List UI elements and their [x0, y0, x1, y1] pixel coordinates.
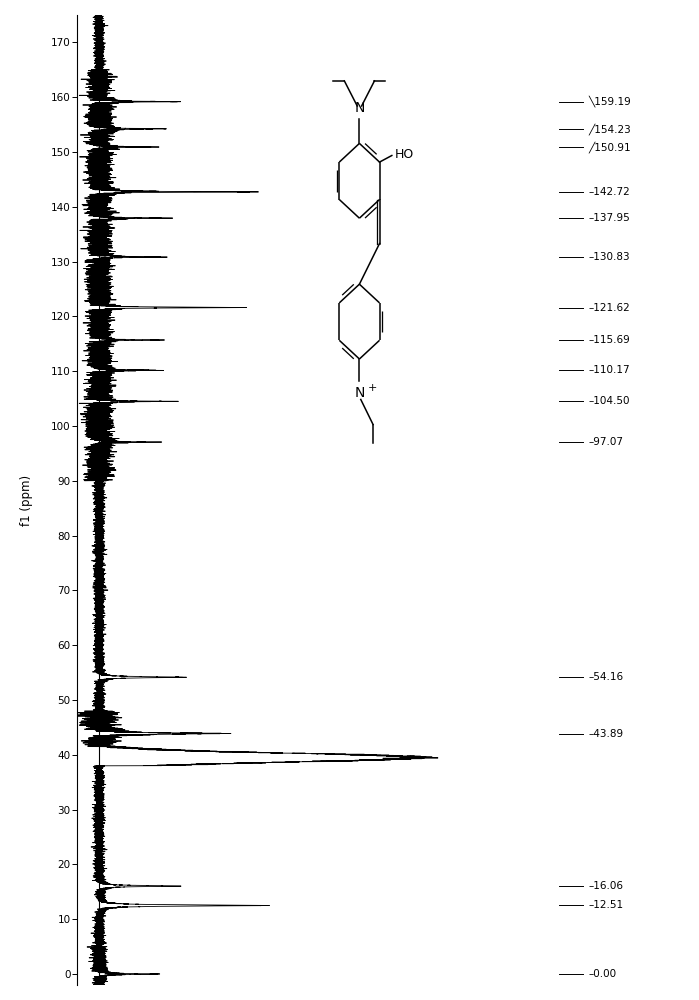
- Text: HO: HO: [394, 148, 414, 161]
- Text: –142.72: –142.72: [589, 187, 630, 197]
- Text: –130.83: –130.83: [589, 252, 630, 262]
- Text: ╱150.91: ╱150.91: [589, 141, 631, 153]
- Text: –54.16: –54.16: [589, 672, 624, 682]
- Text: –16.06: –16.06: [589, 881, 624, 891]
- Text: N: N: [354, 101, 365, 115]
- Text: N: N: [354, 386, 365, 400]
- Text: –0.00: –0.00: [589, 969, 617, 979]
- Text: –97.07: –97.07: [589, 437, 624, 447]
- Text: –12.51: –12.51: [589, 900, 624, 910]
- Text: –110.17: –110.17: [589, 365, 630, 375]
- Text: –43.89: –43.89: [589, 729, 624, 739]
- Text: –121.62: –121.62: [589, 303, 630, 313]
- Text: –104.50: –104.50: [589, 396, 630, 406]
- Text: +: +: [368, 383, 377, 393]
- Text: f1 (ppm): f1 (ppm): [20, 474, 34, 526]
- Text: ╲159.19: ╲159.19: [589, 96, 631, 107]
- Text: –115.69: –115.69: [589, 335, 630, 345]
- Text: ╱154.23: ╱154.23: [589, 123, 631, 135]
- Text: –137.95: –137.95: [589, 213, 630, 223]
